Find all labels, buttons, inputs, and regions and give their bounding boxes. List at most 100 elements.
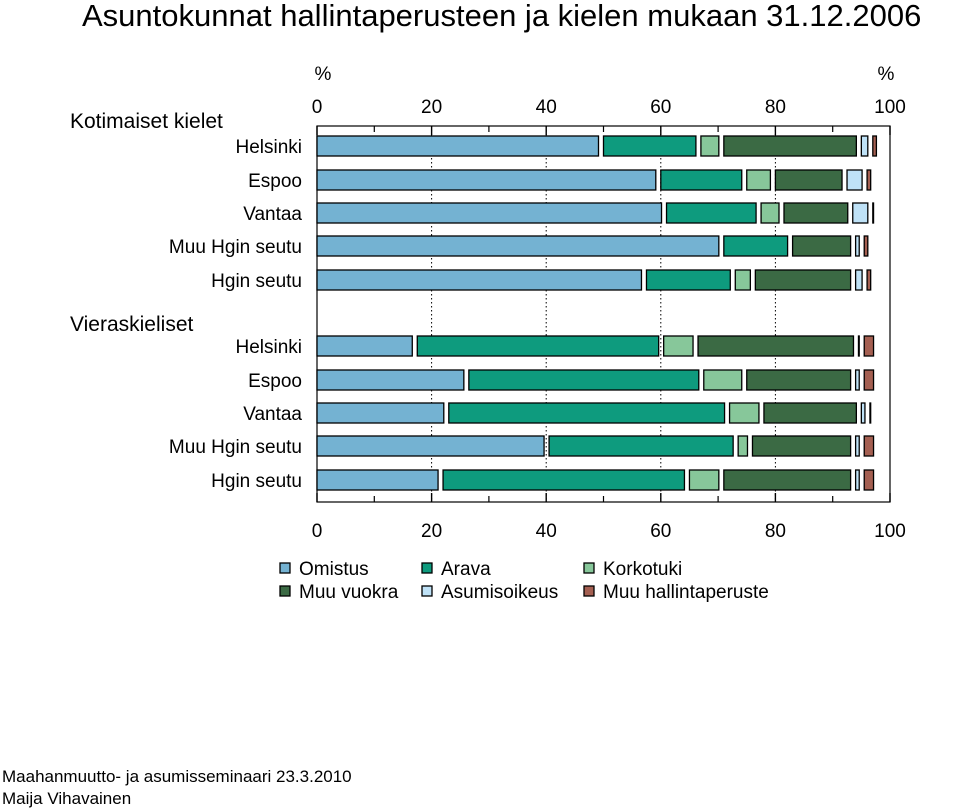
bar-muu-vuokra — [754, 269, 852, 291]
bar-asumisoikeus — [854, 269, 863, 291]
bar-asumisoikeus — [854, 369, 860, 391]
bar-omistus — [316, 469, 439, 491]
bar-muu-hallintaperuste — [872, 135, 878, 157]
tick-label-bottom: 0 — [312, 521, 323, 542]
legend-label: Muu hallintaperuste — [603, 582, 769, 603]
bar-arava — [548, 435, 734, 457]
bar-korkotuki — [688, 469, 720, 491]
chart-title: Asuntokunnat hallintaperusteen ja kielen… — [82, 0, 922, 33]
bar-korkotuki — [746, 169, 772, 191]
legend-label: Muu vuokra — [299, 582, 399, 603]
category-label: Vantaa — [243, 204, 302, 225]
bar-asumisoikeus — [857, 335, 860, 357]
category-label: Hgin seutu — [211, 471, 302, 492]
bar-arava — [602, 135, 697, 157]
tick-label-top: 20 — [421, 97, 442, 118]
bar-korkotuki — [700, 135, 720, 157]
bar-muu-hallintaperuste — [866, 169, 872, 191]
bar-omistus — [316, 435, 545, 457]
category-label: Espoo — [248, 171, 302, 192]
bar-muu-hallintaperuste — [869, 402, 872, 424]
legend-swatch — [583, 562, 595, 574]
bar-omistus — [316, 202, 663, 224]
unit-label-right: % — [878, 64, 895, 85]
legend-label: Korkotuki — [603, 559, 682, 580]
tick-label-bottom: 20 — [421, 521, 442, 542]
group-label: Kotimaiset kielet — [70, 110, 223, 133]
bar-muu-vuokra — [763, 402, 858, 424]
unit-label-left: % — [315, 64, 332, 85]
tick-label-top: 0 — [312, 97, 323, 118]
bar-asumisoikeus — [854, 235, 860, 257]
category-label: Muu Hgin seutu — [169, 437, 302, 458]
bar-asumisoikeus — [854, 435, 860, 457]
bar-arava — [660, 169, 743, 191]
bar-muu-hallintaperuste — [863, 369, 875, 391]
bar-muu-vuokra — [723, 469, 852, 491]
tick-label-top: 60 — [650, 97, 671, 118]
bar-arava — [645, 269, 731, 291]
bar-arava — [665, 202, 757, 224]
bar-arava — [723, 235, 789, 257]
bar-muu-vuokra — [751, 435, 852, 457]
bar-korkotuki — [703, 369, 743, 391]
legend-swatch — [279, 585, 291, 597]
legend-swatch — [421, 562, 433, 574]
bar-arava — [442, 469, 686, 491]
bar-muu-vuokra — [697, 335, 855, 357]
bar-omistus — [316, 369, 465, 391]
category-label: Helsinki — [235, 137, 302, 158]
tick-label-bottom: 100 — [874, 521, 906, 542]
tick-label-bottom: 80 — [765, 521, 786, 542]
bar-omistus — [316, 169, 657, 191]
bar-korkotuki — [734, 269, 751, 291]
bar-omistus — [316, 269, 643, 291]
bar-korkotuki — [760, 202, 780, 224]
bar-omistus — [316, 335, 413, 357]
bar-muu-vuokra — [791, 235, 852, 257]
bar-arava — [468, 369, 700, 391]
category-label: Vantaa — [243, 404, 302, 425]
bar-muu-vuokra — [774, 169, 843, 191]
bar-muu-hallintaperuste — [863, 235, 869, 257]
category-label: Espoo — [248, 371, 302, 392]
bar-omistus — [316, 235, 720, 257]
footer: Maahanmuutto- ja asumisseminaari 23.3.20… — [2, 766, 352, 810]
legend-label: Arava — [441, 559, 491, 580]
bar-muu-hallintaperuste — [863, 335, 875, 357]
bar-korkotuki — [728, 402, 760, 424]
legend-swatch — [421, 585, 433, 597]
bar-omistus — [316, 402, 445, 424]
legend-label: Asumisoikeus — [441, 582, 558, 603]
bar-asumisoikeus — [860, 135, 869, 157]
bar-muu-hallintaperuste — [863, 469, 875, 491]
bar-arava — [448, 402, 726, 424]
bar-asumisoikeus — [854, 469, 860, 491]
bar-muu-vuokra — [783, 202, 849, 224]
tick-label-top: 40 — [536, 97, 557, 118]
bar-korkotuki — [663, 335, 694, 357]
legend-swatch — [279, 562, 291, 574]
footer-event: Maahanmuutto- ja asumisseminaari 23.3.20… — [2, 767, 352, 786]
tick-label-bottom: 40 — [536, 521, 557, 542]
bar-arava — [416, 335, 660, 357]
bar-omistus — [316, 135, 600, 157]
footer-author: Maija Vihavainen — [2, 789, 132, 808]
bar-asumisoikeus — [860, 402, 866, 424]
bar-muu-hallintaperuste — [866, 269, 872, 291]
category-label: Muu Hgin seutu — [169, 237, 302, 258]
bar-muu-vuokra — [723, 135, 858, 157]
category-label: Helsinki — [235, 337, 302, 358]
tick-label-bottom: 60 — [650, 521, 671, 542]
bar-muu-vuokra — [746, 369, 852, 391]
tick-label-top: 100 — [874, 97, 906, 118]
legend-swatch — [583, 585, 595, 597]
bar-muu-hallintaperuste — [872, 202, 875, 224]
bar-asumisoikeus — [846, 169, 863, 191]
category-label: Hgin seutu — [211, 271, 302, 292]
legend-label: Omistus — [299, 559, 369, 580]
bar-muu-hallintaperuste — [863, 435, 875, 457]
bar-korkotuki — [737, 435, 749, 457]
group-label: Vieraskieliset — [70, 313, 193, 336]
